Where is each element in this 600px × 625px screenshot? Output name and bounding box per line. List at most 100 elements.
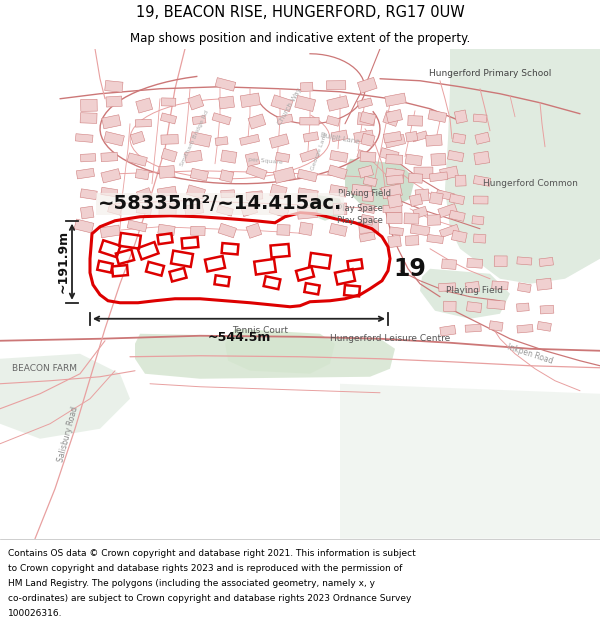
Polygon shape [518, 282, 531, 292]
Polygon shape [413, 206, 428, 219]
Polygon shape [537, 321, 551, 331]
Polygon shape [406, 236, 419, 246]
Polygon shape [449, 210, 465, 221]
Polygon shape [74, 219, 94, 233]
Polygon shape [388, 235, 401, 248]
Polygon shape [215, 78, 236, 91]
Polygon shape [105, 81, 123, 92]
Polygon shape [188, 94, 204, 110]
Text: Church Way: Church Way [277, 87, 303, 126]
Text: Inkpen Road: Inkpen Road [506, 342, 554, 366]
Polygon shape [221, 190, 235, 198]
Text: Bulpit Lane: Bulpit Lane [320, 132, 360, 145]
Polygon shape [220, 170, 234, 182]
Polygon shape [190, 132, 211, 147]
Polygon shape [425, 134, 442, 146]
Polygon shape [409, 173, 423, 183]
Text: to Crown copyright and database rights 2023 and is reproduced with the permissio: to Crown copyright and database rights 2… [8, 564, 402, 573]
Polygon shape [80, 206, 94, 219]
Polygon shape [0, 354, 130, 439]
Polygon shape [380, 148, 399, 161]
Polygon shape [517, 257, 532, 265]
Polygon shape [330, 151, 348, 162]
Polygon shape [428, 110, 447, 123]
Polygon shape [539, 258, 553, 266]
Polygon shape [359, 203, 376, 214]
Polygon shape [80, 112, 97, 123]
Polygon shape [248, 114, 266, 129]
Polygon shape [494, 256, 507, 266]
Polygon shape [517, 324, 533, 333]
Polygon shape [415, 189, 429, 201]
Polygon shape [455, 175, 466, 186]
Polygon shape [127, 153, 148, 166]
Polygon shape [192, 116, 206, 124]
Polygon shape [430, 172, 448, 182]
Polygon shape [215, 137, 228, 146]
Text: per Square: per Square [248, 157, 283, 165]
Polygon shape [363, 176, 377, 187]
Text: Contains OS data © Crown copyright and database right 2021. This information is : Contains OS data © Crown copyright and d… [8, 549, 416, 558]
Polygon shape [308, 194, 345, 221]
Polygon shape [326, 81, 346, 89]
Polygon shape [135, 334, 395, 379]
Polygon shape [353, 130, 374, 142]
Polygon shape [297, 206, 317, 219]
Text: 100026316.: 100026316. [8, 609, 62, 619]
Polygon shape [386, 213, 402, 224]
Polygon shape [410, 224, 430, 236]
Polygon shape [540, 305, 554, 314]
Polygon shape [76, 168, 95, 179]
Polygon shape [449, 194, 464, 204]
Polygon shape [362, 191, 374, 201]
Polygon shape [385, 134, 406, 148]
Polygon shape [381, 184, 403, 199]
Polygon shape [352, 184, 372, 196]
Polygon shape [408, 116, 423, 126]
Text: Hungerford Primary School: Hungerford Primary School [429, 69, 551, 78]
Polygon shape [331, 130, 348, 142]
Polygon shape [340, 384, 600, 539]
Polygon shape [159, 204, 176, 215]
Text: 19: 19 [393, 257, 426, 281]
Polygon shape [443, 301, 456, 311]
Polygon shape [277, 224, 290, 236]
Polygon shape [246, 191, 263, 201]
Text: HM Land Registry. The polygons (including the associated geometry, namely x, y: HM Land Registry. The polygons (includin… [8, 579, 375, 588]
Polygon shape [301, 82, 313, 92]
Text: Playing Field: Playing Field [338, 189, 392, 198]
Polygon shape [357, 150, 371, 161]
Polygon shape [107, 203, 122, 215]
Polygon shape [187, 185, 205, 199]
Polygon shape [239, 134, 259, 146]
Polygon shape [361, 214, 374, 225]
Polygon shape [221, 150, 237, 163]
Polygon shape [414, 167, 433, 179]
Polygon shape [465, 324, 481, 332]
Text: ~58335m²/~14.415ac.: ~58335m²/~14.415ac. [98, 194, 342, 213]
Polygon shape [102, 115, 121, 129]
Polygon shape [358, 78, 377, 93]
Polygon shape [361, 133, 375, 146]
Polygon shape [277, 114, 293, 124]
Polygon shape [386, 109, 403, 123]
Polygon shape [473, 234, 486, 243]
Polygon shape [439, 283, 456, 291]
Text: Play Space: Play Space [337, 216, 383, 225]
Polygon shape [360, 112, 376, 125]
Polygon shape [358, 112, 375, 126]
Polygon shape [383, 205, 402, 212]
Polygon shape [474, 151, 490, 165]
Polygon shape [383, 111, 400, 126]
Polygon shape [329, 184, 347, 197]
Polygon shape [160, 113, 176, 124]
Polygon shape [360, 151, 376, 162]
Polygon shape [101, 188, 118, 197]
Polygon shape [327, 96, 349, 111]
Polygon shape [326, 116, 340, 126]
Polygon shape [427, 215, 440, 226]
Polygon shape [466, 302, 482, 312]
Polygon shape [269, 184, 287, 199]
Polygon shape [452, 133, 466, 144]
Polygon shape [191, 226, 205, 236]
